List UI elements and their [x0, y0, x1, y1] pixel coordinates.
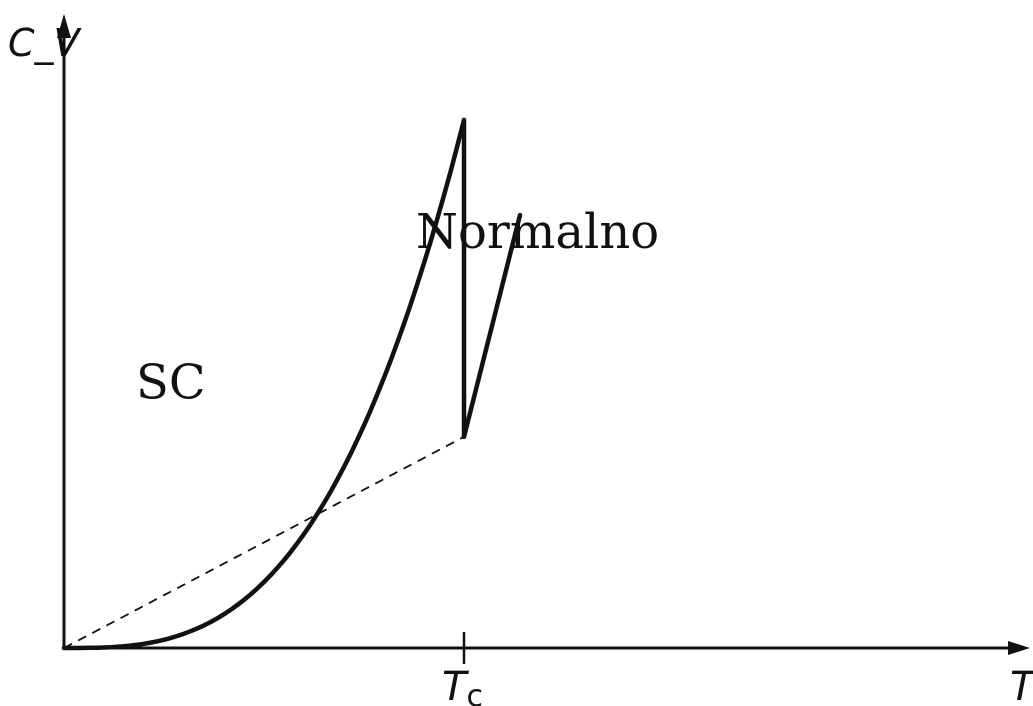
normal-extrapolation-line [63, 436, 465, 649]
normal-state-line [461, 212, 523, 440]
y-axis-arrow [57, 14, 71, 38]
x-axis-arrow [1008, 641, 1030, 655]
superconducting-curve [61, 117, 467, 651]
x-tick-label: Tc [442, 664, 483, 706]
x-tick-label-subscript: c [466, 679, 483, 706]
x-axis-label: T [1010, 664, 1033, 706]
normal-annotation: Normalno [416, 204, 659, 260]
sc-annotation: SC [136, 355, 206, 411]
axes [57, 14, 1030, 655]
x-ticks: Tc [442, 632, 483, 706]
y-axis-label: C_V [8, 21, 83, 65]
